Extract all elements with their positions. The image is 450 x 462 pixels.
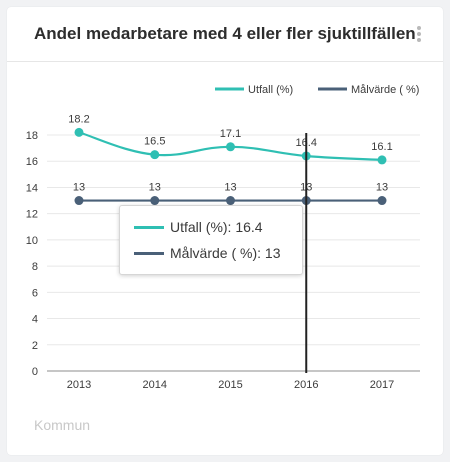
card-header: Andel medarbetare med 4 eller fler sjukt… [7, 7, 443, 62]
x-tick-label: 2016 [294, 379, 318, 391]
y-tick-label: 4 [32, 314, 38, 326]
y-tick-label: 18 [26, 130, 38, 142]
data-label: 18.2 [68, 113, 89, 125]
data-point [226, 196, 235, 206]
data-label: 13 [73, 182, 85, 194]
data-label: 16.1 [371, 141, 392, 153]
chart-tooltip: Utfall (%): 16.4 Målvärde ( %): 13 [119, 205, 303, 275]
tooltip-swatch [134, 251, 164, 255]
y-tick-label: 0 [32, 366, 38, 378]
x-tick-label: 2015 [218, 379, 242, 391]
y-tick-label: 10 [26, 235, 38, 247]
y-tick-label: 8 [32, 261, 38, 273]
data-label: 17.1 [220, 128, 241, 140]
data-point [150, 150, 160, 160]
tooltip-swatch [134, 225, 164, 229]
tooltip-label: Målvärde ( %): 13 [170, 245, 281, 261]
more-options-icon[interactable] [411, 23, 427, 45]
x-tick-label: 2014 [143, 379, 167, 391]
chart-card: Andel medarbetare med 4 eller fler sjukt… [7, 7, 443, 455]
tooltip-row-malvarde: Målvärde ( %): 13 [134, 242, 280, 264]
y-tick-label: 16 [26, 156, 38, 168]
data-label: 13 [149, 182, 161, 194]
data-point [150, 196, 160, 206]
data-label: 16.5 [144, 136, 165, 148]
footer-label: Kommun [34, 417, 91, 433]
y-tick-label: 2 [32, 340, 38, 352]
tooltip-label: Utfall (%): 16.4 [170, 219, 263, 235]
tooltip-row-utfall: Utfall (%): 16.4 [134, 216, 263, 238]
data-point [377, 155, 387, 165]
x-tick-label: 2013 [67, 379, 91, 391]
y-tick-label: 6 [32, 287, 38, 299]
legend-label: Utfall (%) [248, 84, 293, 96]
y-tick-label: 12 [26, 209, 38, 221]
x-tick-label: 2017 [370, 379, 394, 391]
data-point [377, 196, 387, 206]
data-point [226, 142, 235, 152]
data-label: 13 [224, 182, 236, 194]
data-point [74, 196, 84, 206]
legend-label: Målvärde ( %) [351, 84, 419, 96]
data-label: 13 [376, 182, 388, 194]
y-tick-label: 14 [26, 182, 38, 194]
chart-title: Andel medarbetare med 4 eller fler sjukt… [34, 24, 416, 43]
data-point [74, 127, 84, 137]
